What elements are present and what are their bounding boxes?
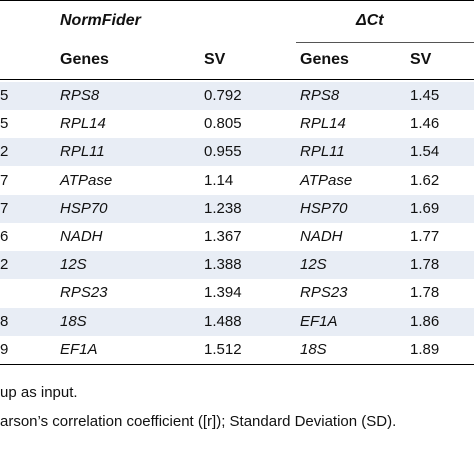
row-delta-ct-sv: 1.78 <box>410 256 440 274</box>
row-delta-ct-sv: 1.54 <box>410 143 440 161</box>
row-normfider-gene: ATPase <box>60 171 113 189</box>
row-delta-ct-sv: 1.62 <box>410 171 440 189</box>
row-delta-ct-sv: 1.77 <box>410 228 440 245</box>
row-delta-ct-sv: 1.46 <box>410 115 440 133</box>
row-band <box>0 251 474 280</box>
row-delta-ct-sv: 1.78 <box>410 284 440 302</box>
group-header-normfider: NormFider <box>60 12 141 29</box>
row-left-fragment: 7 <box>0 171 9 189</box>
row-normfider-gene: RPL11 <box>60 143 105 161</box>
row-normfider-gene: RPL14 <box>60 115 106 133</box>
row-normfider-sv: 0.955 <box>204 143 242 161</box>
row-normfider-gene: EF1A <box>60 340 98 358</box>
row-delta-ct-sv: 1.69 <box>410 199 440 217</box>
row-normfider-sv: 1.238 <box>204 199 242 217</box>
row-left-fragment: 5 <box>0 87 9 104</box>
header-rule <box>0 79 474 80</box>
row-left-fragment: 9 <box>0 340 9 358</box>
row-delta-ct-sv: 1.89 <box>410 340 440 358</box>
row-delta-ct-gene: NADH <box>300 228 343 245</box>
subheader-genes-delta-ct: Genes <box>300 51 349 68</box>
row-normfider-sv: 1.388 <box>204 256 242 274</box>
row-band <box>0 307 474 336</box>
row-delta-ct-gene: RPL14 <box>300 115 346 133</box>
row-left-fragment: 8 <box>0 312 9 330</box>
footnote-line-1: up as input. <box>0 384 78 401</box>
row-band <box>0 138 474 167</box>
row-normfider-sv: 1.512 <box>204 340 242 358</box>
row-normfider-sv: 0.792 <box>204 87 242 104</box>
footnote-line-2: arson’s correlation coefficient ([r]); S… <box>0 413 397 430</box>
row-left-fragment: 2 <box>0 256 9 274</box>
row-normfider-gene: RPS23 <box>60 284 108 302</box>
row-delta-ct-gene: ATPase <box>300 171 353 189</box>
row-band <box>0 82 474 110</box>
row-normfider-sv: 0.805 <box>204 115 242 133</box>
subheader-sv-normfider: SV <box>204 51 226 68</box>
row-normfider-sv: 1.488 <box>204 312 242 330</box>
bottom-rule <box>0 364 474 365</box>
row-delta-ct-gene: RPS8 <box>300 87 340 104</box>
row-normfider-gene: RPS8 <box>60 87 100 104</box>
row-normfider-gene: HSP70 <box>60 199 108 217</box>
subheader-genes-normfider: Genes <box>60 51 109 68</box>
row-delta-ct-gene: 18S <box>300 340 327 358</box>
row-normfider-gene: 12S <box>60 256 87 274</box>
row-normfider-sv: 1.14 <box>204 171 234 189</box>
row-left-fragment: 7 <box>0 199 9 217</box>
row-delta-ct-gene: RPS23 <box>300 284 348 302</box>
row-normfider-sv: 1.394 <box>204 284 242 302</box>
top-rule <box>0 0 474 1</box>
row-band <box>0 194 474 223</box>
row-left-fragment: 6 <box>0 228 9 245</box>
row-normfider-gene: NADH <box>60 228 103 245</box>
row-delta-ct-gene: RPL11 <box>300 143 345 161</box>
row-normfider-gene: 18S <box>60 312 87 330</box>
row-delta-ct-sv: 1.86 <box>410 312 440 330</box>
row-delta-ct-gene: EF1A <box>300 312 338 330</box>
row-delta-ct-gene: HSP70 <box>300 199 348 217</box>
row-left-fragment: 5 <box>0 115 9 133</box>
row-delta-ct-sv: 1.45 <box>410 87 440 104</box>
row-normfider-sv: 1.367 <box>204 228 242 245</box>
group-rule-delta-ct <box>296 42 474 43</box>
row-delta-ct-gene: 12S <box>300 256 327 274</box>
row-left-fragment: 2 <box>0 143 9 161</box>
subheader-sv-delta-ct: SV <box>410 51 432 68</box>
group-header-delta-ct: ΔCt <box>356 12 384 29</box>
